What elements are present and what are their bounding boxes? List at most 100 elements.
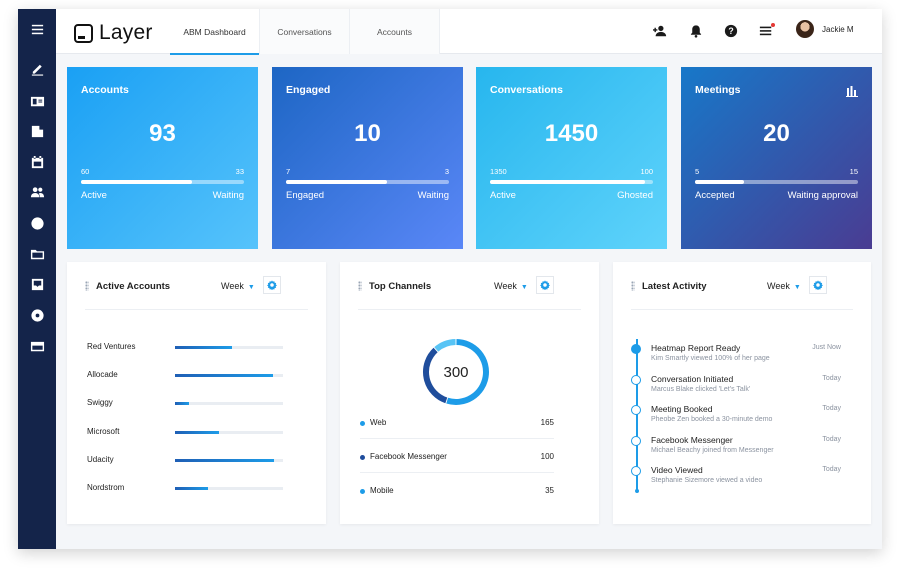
calendar-icon[interactable]: [18, 149, 56, 175]
people-icon[interactable]: [18, 179, 56, 205]
activity-item[interactable]: Video Viewed Stephanie Sizemore viewed a …: [631, 465, 841, 491]
period-dropdown[interactable]: Week ▼: [767, 281, 801, 291]
timeline-node: [631, 374, 641, 385]
edit-icon[interactable]: [18, 55, 56, 81]
card-right-label: Waiting: [417, 190, 449, 201]
card-right-label: Ghosted: [617, 190, 653, 201]
building-icon[interactable]: [18, 118, 56, 144]
activity-description: Stephanie Sizemore viewed a video: [651, 477, 763, 484]
top-header: Layer ABM Dashboard Conversations Accoun…: [56, 9, 882, 55]
card-progress-fill: [695, 180, 744, 184]
card-right-number: 15: [849, 167, 858, 176]
activity-title: Video Viewed: [651, 465, 703, 475]
activity-description: Marcus Blake clicked 'Let's Talk': [651, 385, 751, 393]
add-user-icon[interactable]: [652, 23, 668, 39]
card-right-label: Waiting: [212, 190, 244, 201]
contact-card-icon[interactable]: [18, 88, 56, 114]
panel-header: Latest Activity Week ▼: [631, 276, 853, 310]
card-left-number: 7: [286, 167, 291, 176]
account-bar-track: [175, 458, 283, 462]
timeline-node: [631, 435, 641, 446]
tab-conversations[interactable]: Conversations: [260, 9, 350, 54]
settings-button[interactable]: [809, 276, 827, 294]
drag-handle-icon[interactable]: [631, 281, 635, 291]
activity-item[interactable]: Conversation Initiated Marcus Blake click…: [631, 374, 841, 400]
channel-name: Mobile: [370, 486, 394, 495]
globe-icon[interactable]: [18, 210, 56, 236]
activity-title: Meeting Booked: [651, 404, 713, 414]
activity-item[interactable]: Facebook Messenger Michael Beachy joined …: [631, 435, 841, 461]
engaged-card[interactable]: Engaged 10 7 3 Engaged Waiting: [272, 67, 463, 249]
layer-logo[interactable]: Layer: [74, 21, 153, 45]
accounts-card[interactable]: Accounts 93 60 33 Active Waiting: [67, 67, 258, 249]
activity-title: Conversation Initiated: [651, 373, 734, 384]
channel-value: 100: [540, 452, 554, 461]
drag-handle-icon[interactable]: [85, 281, 89, 291]
panel-title: Latest Activity: [642, 281, 707, 292]
drag-handle-icon[interactable]: [358, 281, 362, 291]
period-dropdown[interactable]: Week ▼: [221, 281, 255, 291]
card-icon[interactable]: [18, 333, 56, 359]
account-bar-track: [175, 487, 283, 490]
activity-description: Kim Smartly viewed 100% of her page: [651, 355, 770, 362]
panel-header: Active Accounts Week ▼: [85, 276, 308, 310]
period-dropdown[interactable]: Week ▼: [494, 281, 528, 291]
tab-abm-dashboard[interactable]: ABM Dashboard: [170, 9, 260, 55]
card-left-number: 60: [81, 167, 90, 176]
channel-row[interactable]: Web 165: [360, 409, 554, 439]
donut-segment-mobile: [434, 339, 456, 352]
card-right-label: Waiting approval: [787, 190, 858, 201]
channels-donut-chart: 300: [423, 339, 489, 405]
account-bar-fill: [175, 430, 220, 434]
card-progress-track: [81, 180, 244, 184]
activity-description: Michael Beachy joined from Messenger: [651, 446, 774, 454]
account-bar-track: [175, 402, 283, 406]
account-name: Microsoft: [87, 426, 120, 436]
card-value: 93: [149, 120, 176, 147]
help-icon[interactable]: ?: [723, 23, 739, 39]
account-row[interactable]: Nordstrom: [87, 483, 287, 495]
timeline-node: [631, 466, 641, 476]
account-bar-fill: [175, 346, 233, 349]
avatar[interactable]: [796, 20, 814, 38]
activity-time: Today: [822, 466, 841, 473]
conversations-card[interactable]: Conversations 1450 1350 100 Active Ghost…: [476, 67, 667, 249]
account-name: Red Ventures: [87, 342, 136, 351]
bell-icon[interactable]: [688, 23, 704, 39]
card-right-number: 3: [444, 167, 449, 176]
logo-mark-icon: [74, 23, 93, 43]
account-bar-fill: [175, 402, 190, 406]
timeline-node: [631, 344, 641, 354]
activity-description: Pheobe Zen booked a 30-minute demo: [651, 416, 773, 423]
settings-button[interactable]: [263, 276, 281, 294]
account-row[interactable]: Red Ventures: [87, 342, 287, 354]
tab-accounts[interactable]: Accounts: [350, 9, 440, 54]
activity-item[interactable]: Meeting Booked Pheobe Zen booked a 30-min…: [631, 404, 841, 430]
inbox-icon[interactable]: [18, 271, 56, 297]
account-bar-track: [175, 374, 283, 378]
channel-row[interactable]: Mobile 35: [360, 477, 554, 507]
meetings-card[interactable]: Meetings 20 5 15 Accepted Waiting approv…: [681, 67, 872, 249]
menu-icon[interactable]: [18, 16, 56, 42]
activity-item[interactable]: Heatmap Report Ready Kim Smartly viewed 1…: [631, 343, 841, 369]
account-row[interactable]: Swiggy: [87, 398, 287, 410]
bar-chart-icon[interactable]: [846, 84, 858, 97]
caret-down-icon: ▼: [520, 284, 528, 291]
user-name[interactable]: Jackie M: [822, 25, 854, 34]
account-row[interactable]: Allocade: [87, 370, 287, 382]
settings-button[interactable]: [536, 276, 554, 294]
panel-title: Active Accounts: [96, 281, 171, 292]
account-row[interactable]: Microsoft: [87, 427, 287, 439]
caret-down-icon: ▼: [793, 284, 801, 291]
channel-row[interactable]: Facebook Messenger 100: [360, 443, 554, 473]
panel-header: Top Channels Week ▼: [358, 276, 581, 310]
period-label: Week: [494, 281, 517, 291]
activity-title: Heatmap Report Ready: [651, 343, 741, 353]
card-title: Conversations: [490, 84, 563, 96]
card-value: 10: [354, 120, 381, 147]
card-title: Meetings: [695, 84, 741, 96]
folder-icon[interactable]: [18, 241, 56, 267]
disc-icon[interactable]: [18, 302, 56, 328]
account-row[interactable]: Udacity: [87, 455, 287, 467]
menu-list-icon[interactable]: [758, 23, 775, 39]
